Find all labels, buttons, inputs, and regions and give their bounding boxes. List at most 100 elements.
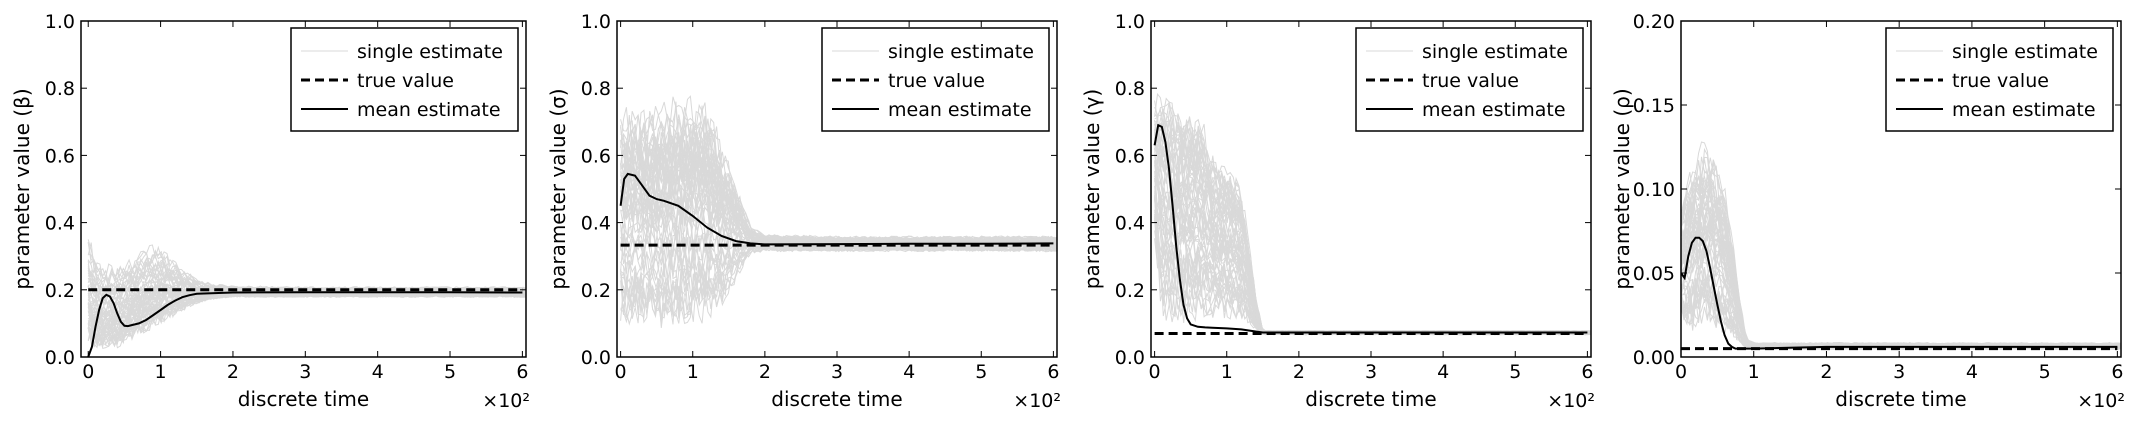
single-estimate-line xyxy=(1681,160,2121,346)
y-tick-label: 0.00 xyxy=(1633,347,1675,369)
x-tick-label: 1 xyxy=(1221,361,1233,383)
single-estimate-line xyxy=(1681,159,2121,345)
y-tick-label: 0.6 xyxy=(581,145,611,167)
y-tick-label: 0.0 xyxy=(1115,347,1145,369)
y-tick-label: 0.15 xyxy=(1633,95,1675,117)
y-tick-label: 0.4 xyxy=(45,213,75,235)
single-estimate-line xyxy=(1681,178,2121,346)
single-estimate-line xyxy=(1681,147,2121,345)
legend-label: single estimate xyxy=(357,41,503,63)
single-estimate-line xyxy=(1681,141,2121,345)
single-estimate-line xyxy=(1681,180,2121,347)
y-axis-label: parameter value (ρ) xyxy=(1610,88,1634,289)
y-tick-label: 0.20 xyxy=(1633,11,1675,33)
single-estimate-line xyxy=(1681,203,2121,347)
x-multiplier-label: ×10² xyxy=(1013,390,1061,412)
legend: single estimate true value mean estimate xyxy=(1355,27,1584,132)
single-estimate-line xyxy=(1681,224,2121,348)
legend-box xyxy=(290,27,519,132)
y-tick-label: 0.4 xyxy=(581,213,611,235)
single-estimate-line xyxy=(1681,215,2121,348)
x-axis-label: discrete time xyxy=(771,387,902,411)
legend-box xyxy=(1355,27,1584,132)
plot-area xyxy=(1153,92,1591,336)
single-estimate-line xyxy=(1681,209,2121,347)
single-estimate-line xyxy=(87,293,526,345)
x-tick-label: 3 xyxy=(299,361,311,383)
y-tick-label: 0.05 xyxy=(1633,263,1675,285)
x-tick-label: 6 xyxy=(1581,361,1593,383)
y-tick-label: 0.0 xyxy=(581,347,611,369)
y-axis-label: parameter value (σ) xyxy=(546,88,570,289)
legend-label: true value xyxy=(1952,70,2049,92)
single-estimate-line xyxy=(1681,185,2121,347)
legend-label: single estimate xyxy=(1422,41,1568,63)
single-estimate-line xyxy=(1681,208,2121,348)
single-estimate-line xyxy=(1681,214,2121,347)
y-axis-label: parameter value (β) xyxy=(10,88,34,289)
single-estimate-line xyxy=(1681,231,2121,348)
y-tick-label: 0.8 xyxy=(45,78,75,100)
y-tick-label: 0.2 xyxy=(581,280,611,302)
x-axis-label: discrete time xyxy=(1835,387,1966,411)
chart-panel-2: 0 1 2 3 4 5 6 0.0 0.2 0.4 0.6 0.8 1.0 discrete time pa… xyxy=(546,11,1061,412)
single-estimate-line xyxy=(1681,238,2121,348)
x-tick-label: 6 xyxy=(516,361,528,383)
x-axis-label: discrete time xyxy=(1305,387,1436,411)
x-tick-label: 1 xyxy=(1748,361,1760,383)
single-estimate-line xyxy=(1681,210,2121,348)
single-estimate-line xyxy=(620,101,1057,241)
y-tick-label: 0.10 xyxy=(1633,179,1675,201)
legend-label: single estimate xyxy=(1952,41,2098,63)
legend-box xyxy=(1885,27,2114,132)
x-tick-label: 1 xyxy=(155,361,167,383)
single-estimate-line xyxy=(1681,222,2121,348)
single-estimate-line xyxy=(620,95,1057,240)
mean-estimate-line xyxy=(1153,123,1588,334)
x-tick-label: 3 xyxy=(1893,361,1905,383)
single-estimate-line xyxy=(1681,188,2121,347)
single-estimate-line xyxy=(1681,222,2121,348)
single-estimate-line xyxy=(1681,249,2121,349)
x-tick-label: 0 xyxy=(1675,361,1687,383)
single-estimate-line xyxy=(1681,173,2121,346)
single-estimate-line xyxy=(1681,195,2121,347)
single-estimate-line xyxy=(1681,183,2121,346)
x-tick-label: 6 xyxy=(2111,361,2123,383)
single-estimate-line xyxy=(1681,172,2121,346)
chart-panel-4: 0 1 2 3 4 5 6 0.00 0.05 0.10 0.15 0.20 discrete time… xyxy=(1610,11,2125,412)
x-tick-label: 5 xyxy=(444,361,456,383)
y-axis-label: parameter value (γ) xyxy=(1080,89,1104,289)
x-tick-label: 3 xyxy=(1365,361,1377,383)
single-estimate-line xyxy=(620,246,1057,316)
y-tick-label: 0.6 xyxy=(45,145,75,167)
x-tick-label: 1 xyxy=(687,361,699,383)
x-tick-label: 4 xyxy=(903,361,915,383)
axes-frame xyxy=(80,20,527,358)
legend-label: true value xyxy=(357,70,454,92)
x-multiplier-label: ×10² xyxy=(2077,390,2125,412)
y-tick-label: 0.2 xyxy=(1115,280,1145,302)
x-tick-label: 5 xyxy=(2039,361,2051,383)
y-tick-label: 0.4 xyxy=(1115,213,1145,235)
single-estimate-line xyxy=(1681,200,2121,347)
legend-label: true value xyxy=(1422,70,1519,92)
x-tick-label: 2 xyxy=(227,361,239,383)
legend-label: mean estimate xyxy=(1422,99,1566,121)
single-estimate-line xyxy=(1681,174,2121,346)
single-estimate-line xyxy=(620,128,1057,242)
x-multiplier-label: ×10² xyxy=(482,390,530,412)
x-tick-label: 4 xyxy=(1966,361,1978,383)
y-tick-label: 0.8 xyxy=(1115,78,1145,100)
x-tick-label: 2 xyxy=(1820,361,1832,383)
x-tick-label: 5 xyxy=(1509,361,1521,383)
x-tick-label: 3 xyxy=(831,361,843,383)
single-estimate-line xyxy=(1681,174,2121,346)
single-estimate-line xyxy=(1681,156,2121,345)
single-estimate-line xyxy=(1681,229,2121,348)
legend-label: true value xyxy=(888,70,985,92)
single-estimate-line xyxy=(87,289,526,330)
legend: single estimate true value mean estimate xyxy=(290,27,519,132)
plot-area xyxy=(619,95,1057,329)
single-estimate-line xyxy=(87,292,526,335)
